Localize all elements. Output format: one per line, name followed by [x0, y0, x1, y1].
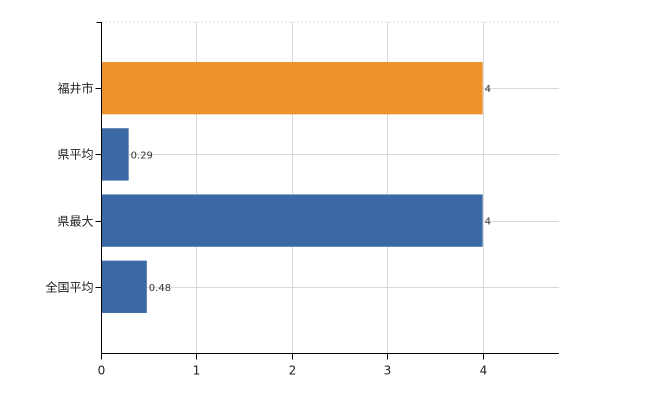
x-tick-label-1: 1 [193, 364, 201, 378]
axes [95, 22, 559, 360]
x-tick-label-3: 3 [384, 364, 392, 378]
x-tick-label-0: 0 [98, 364, 106, 378]
x-tick-label-2: 2 [289, 364, 297, 378]
bars [101, 62, 483, 313]
value-label-3: 4 [485, 217, 491, 228]
bar-2 [101, 128, 129, 181]
bar-1 [101, 62, 483, 115]
category-label-1: 福井市 [57, 81, 93, 96]
category-label-3: 県最大 [57, 215, 93, 229]
bar-4 [101, 260, 147, 313]
value-label-1: 4 [485, 84, 491, 95]
value-label-2: 0.29 [131, 150, 153, 161]
value-label-4: 0.48 [149, 283, 171, 294]
category-label-2: 県平均 [57, 148, 93, 162]
category-label-4: 全国平均 [45, 280, 93, 295]
x-tick-label-4: 4 [480, 364, 488, 378]
bar-3 [101, 194, 483, 247]
